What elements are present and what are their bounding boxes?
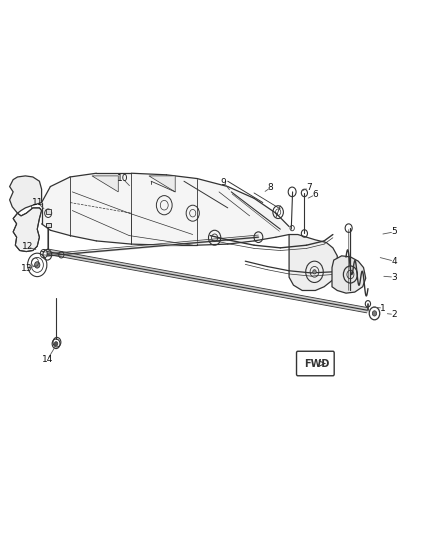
Polygon shape bbox=[10, 176, 42, 213]
Text: 7: 7 bbox=[306, 183, 312, 192]
Circle shape bbox=[313, 270, 316, 274]
Text: 1: 1 bbox=[380, 304, 386, 312]
Text: 14: 14 bbox=[42, 356, 53, 364]
FancyBboxPatch shape bbox=[297, 351, 334, 376]
Text: 6: 6 bbox=[312, 190, 318, 199]
Text: 12: 12 bbox=[21, 243, 33, 251]
Polygon shape bbox=[46, 209, 51, 214]
Polygon shape bbox=[149, 176, 175, 192]
Polygon shape bbox=[46, 223, 51, 227]
Text: 2: 2 bbox=[392, 310, 397, 319]
Circle shape bbox=[54, 342, 58, 346]
Text: 4: 4 bbox=[392, 257, 397, 265]
Polygon shape bbox=[92, 176, 118, 192]
Text: 10: 10 bbox=[117, 174, 128, 183]
Polygon shape bbox=[13, 208, 42, 252]
Text: 8: 8 bbox=[268, 183, 274, 192]
Polygon shape bbox=[289, 235, 337, 290]
Circle shape bbox=[372, 311, 377, 316]
Text: 13: 13 bbox=[21, 264, 33, 273]
Text: FWD: FWD bbox=[304, 359, 330, 368]
Polygon shape bbox=[42, 173, 289, 245]
Text: 5: 5 bbox=[391, 228, 397, 236]
Polygon shape bbox=[332, 256, 366, 293]
Text: 3: 3 bbox=[391, 273, 397, 281]
Text: 11: 11 bbox=[32, 198, 43, 207]
Text: 9: 9 bbox=[220, 178, 226, 187]
Circle shape bbox=[35, 262, 40, 268]
